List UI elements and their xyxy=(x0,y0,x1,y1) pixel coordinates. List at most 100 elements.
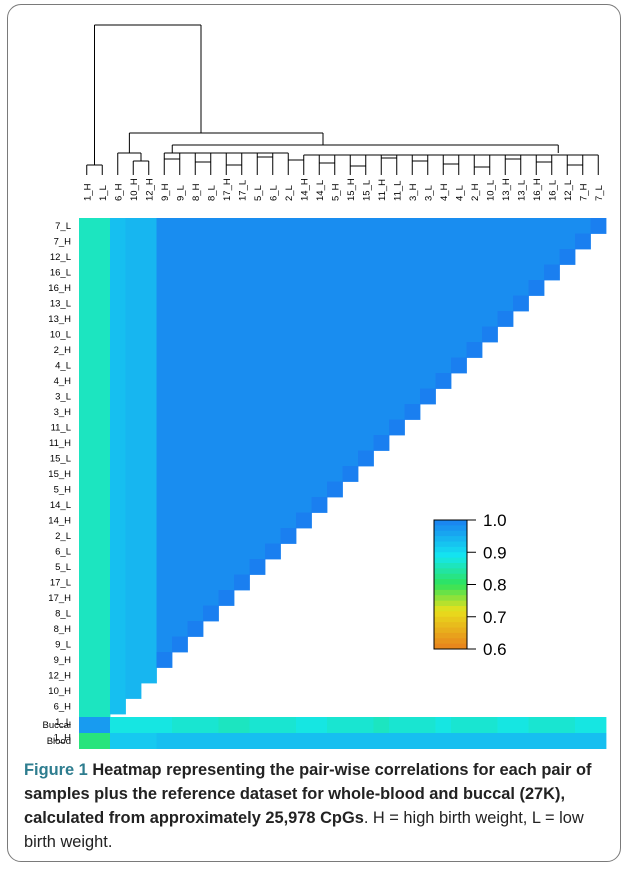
reference-cell xyxy=(249,717,266,733)
heatmap-cell xyxy=(311,311,328,327)
reference-cell xyxy=(497,733,514,749)
heatmap-cell xyxy=(203,528,219,544)
heatmap-cell xyxy=(187,373,204,389)
heatmap-cell xyxy=(528,218,545,234)
heatmap-cell xyxy=(249,280,266,296)
heatmap-cell xyxy=(358,435,374,451)
heatmap-cell xyxy=(342,466,359,482)
heatmap-cell xyxy=(451,280,467,296)
heatmap-cell xyxy=(203,605,219,622)
heatmap-cell xyxy=(234,280,250,296)
heatmap-cell xyxy=(94,404,111,420)
heatmap-cell xyxy=(172,419,188,436)
heatmap-cell xyxy=(435,373,452,389)
heatmap-cell xyxy=(404,280,421,296)
heatmap-cell xyxy=(156,652,173,668)
heatmap-cell xyxy=(141,652,157,668)
heatmap-cell xyxy=(404,342,421,358)
row-label: 13_H xyxy=(48,314,71,325)
reference-cell xyxy=(466,733,483,749)
legend-swatch xyxy=(434,584,467,591)
heatmap-cell xyxy=(234,311,250,327)
heatmap-cell xyxy=(389,249,405,265)
heatmap-cell xyxy=(79,466,95,482)
heatmap-cell xyxy=(265,543,281,560)
heatmap-cell xyxy=(110,543,126,560)
reference-rows: Buccal Blood xyxy=(42,717,607,749)
heatmap-cell xyxy=(389,357,405,374)
legend-swatch xyxy=(434,546,467,553)
heatmap-cell xyxy=(218,357,235,374)
heatmap-cell xyxy=(420,388,436,405)
heatmap-cell xyxy=(342,404,359,420)
heatmap-cell xyxy=(218,388,235,405)
heatmap-cell xyxy=(497,311,514,327)
row-labels: 7_L 7_H 12_L 16_L 16_H 13_L 13_H 10_L 2_H 4_L 4_H 3… xyxy=(48,221,71,744)
heatmap-cell xyxy=(94,311,111,327)
row-label: 12_L xyxy=(50,252,71,263)
heatmap-cell xyxy=(311,295,328,312)
reference-cell xyxy=(358,717,374,733)
legend-swatch xyxy=(434,616,467,623)
heatmap-cell xyxy=(373,311,390,327)
reference-cell xyxy=(249,733,266,749)
heatmap-cell xyxy=(172,528,188,544)
heatmap-cell xyxy=(296,373,312,389)
heatmap-cell xyxy=(342,388,359,405)
heatmap-cell xyxy=(156,388,173,405)
heatmap-cell xyxy=(280,481,297,498)
heatmap-cell xyxy=(451,311,467,327)
heatmap-cell xyxy=(79,435,95,451)
heatmap-cell xyxy=(544,218,560,234)
heatmap-cell xyxy=(358,249,374,265)
heatmap-cell xyxy=(203,574,219,591)
heatmap-cell xyxy=(451,264,467,281)
heatmap-cell xyxy=(110,326,126,343)
heatmap-cell xyxy=(265,497,281,513)
heatmap-cell xyxy=(373,295,390,312)
legend-swatch xyxy=(434,632,467,639)
heatmap-cell xyxy=(94,373,111,389)
heatmap-cell xyxy=(265,233,281,250)
heatmap-cell xyxy=(110,435,126,451)
heatmap-cell xyxy=(79,683,95,699)
heatmap-cell xyxy=(125,574,142,591)
heatmap-cell xyxy=(373,249,390,265)
heatmap-cell xyxy=(110,574,126,591)
heatmap-cell xyxy=(203,559,219,575)
heatmap-cell xyxy=(373,419,390,436)
heatmap-cell xyxy=(125,652,142,668)
heatmap-cell xyxy=(296,264,312,281)
heatmap-cell xyxy=(172,388,188,405)
heatmap-cell xyxy=(420,264,436,281)
heatmap-cell xyxy=(435,233,452,250)
heatmap-cell xyxy=(373,280,390,296)
heatmap-cell xyxy=(141,295,157,312)
heatmap-cell xyxy=(342,218,359,234)
heatmap-cell xyxy=(141,311,157,327)
row-label: 14_L xyxy=(50,500,71,511)
heatmap-cell xyxy=(296,326,312,343)
heatmap-cell xyxy=(79,357,95,374)
heatmap-cell xyxy=(125,621,142,637)
heatmap-cell xyxy=(110,342,126,358)
heatmap-cell xyxy=(218,342,235,358)
heatmap-cell xyxy=(296,435,312,451)
heatmap-cell xyxy=(172,295,188,312)
heatmap-cell xyxy=(110,636,126,653)
heatmap-cell xyxy=(234,404,250,420)
heatmap-cell xyxy=(435,264,452,281)
heatmap-cell xyxy=(497,295,514,312)
heatmap-cell xyxy=(79,450,95,467)
reference-cell xyxy=(389,717,405,733)
heatmap-cell xyxy=(141,621,157,637)
heatmap-cell xyxy=(218,497,235,513)
heatmap-cell xyxy=(373,357,390,374)
heatmap-cell xyxy=(125,373,142,389)
heatmap-cell xyxy=(94,605,111,622)
heatmap-cell xyxy=(373,342,390,358)
heatmap-cell xyxy=(218,326,235,343)
heatmap-cell xyxy=(187,419,204,436)
heatmap-cell xyxy=(156,605,173,622)
heatmap-cell xyxy=(280,450,297,467)
